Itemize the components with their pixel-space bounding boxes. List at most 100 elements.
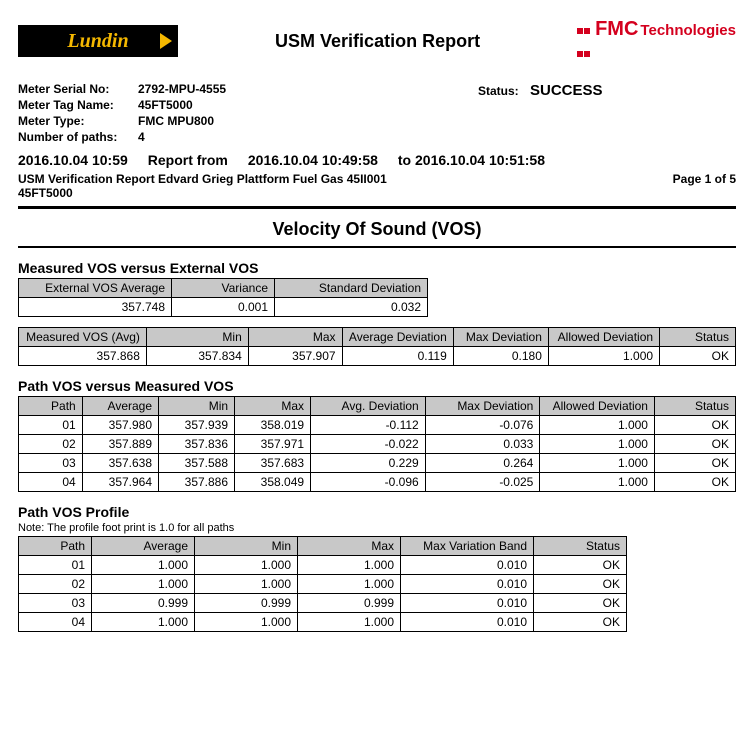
meta-paths-label: Number of paths: <box>18 130 138 144</box>
meta-tag-label: Meter Tag Name: <box>18 98 138 112</box>
table-cell: -0.112 <box>311 416 426 435</box>
table-cell: OK <box>534 613 627 632</box>
table-cell: 1.000 <box>298 613 401 632</box>
status-row: Status: SUCCESS <box>478 82 603 99</box>
table-cell: 358.019 <box>235 416 311 435</box>
report-period-row: 2016.10.04 10:59 Report from 2016.10.04 … <box>18 152 736 168</box>
table-cell: 357.889 <box>82 435 158 454</box>
table-cell: 04 <box>19 473 83 492</box>
meta-type-label: Meter Type: <box>18 114 138 128</box>
table-cell: 0.999 <box>298 594 401 613</box>
table-cell: -0.076 <box>425 416 540 435</box>
table-row: 011.0001.0001.0000.010OK <box>19 556 627 575</box>
table-header: Path <box>19 537 92 556</box>
table-cell: 0.119 <box>342 347 453 366</box>
table-cell: 1.000 <box>195 613 298 632</box>
table-cell: 1.000 <box>195 556 298 575</box>
divider-top <box>18 206 736 209</box>
logo-lundin: Lundin <box>18 25 178 57</box>
table-cell: 357.836 <box>159 435 235 454</box>
table-cell: 0.010 <box>401 556 534 575</box>
table-cell: OK <box>654 454 735 473</box>
table-cell: 0.999 <box>92 594 195 613</box>
meta-block: Meter Serial No: 2792-MPU-4555 Status: S… <box>18 82 736 144</box>
table-cell: 0.032 <box>275 298 428 317</box>
table-cell: 357.868 <box>19 347 147 366</box>
table-header: Max Variation Band <box>401 537 534 556</box>
section3-title: Path VOS Profile <box>18 504 736 520</box>
table-cell: 357.971 <box>235 435 311 454</box>
table-cell: 357.964 <box>82 473 158 492</box>
table-row: 01357.980357.939358.019-0.112-0.0761.000… <box>19 416 736 435</box>
table-header: Allowed Deviation <box>548 328 659 347</box>
subheader-left: USM Verification Report Edvard Grieg Pla… <box>18 172 387 186</box>
table-cell: 1.000 <box>92 613 195 632</box>
table-cell: -0.025 <box>425 473 540 492</box>
page-indicator: Page 1 of 5 <box>673 172 736 186</box>
table-header: Status <box>660 328 736 347</box>
from-value: 2016.10.04 10:49:58 <box>248 152 378 168</box>
table-header: Path <box>19 397 83 416</box>
table-row: 021.0001.0001.0000.010OK <box>19 575 627 594</box>
table-cell: 0.033 <box>425 435 540 454</box>
status-value: SUCCESS <box>530 82 603 99</box>
table-row: 357.868357.834357.9070.1190.1801.000OK <box>19 347 736 366</box>
table-cell: 357.588 <box>159 454 235 473</box>
table-cell: 1.000 <box>540 473 655 492</box>
table-cell: 357.980 <box>82 416 158 435</box>
table-header: Min <box>195 537 298 556</box>
table-header: Average <box>82 397 158 416</box>
logo-lundin-text: Lundin <box>67 30 128 53</box>
divider-under-title <box>18 246 736 248</box>
table-header: Min <box>146 328 248 347</box>
table-header: Min <box>159 397 235 416</box>
table-cell: -0.096 <box>311 473 426 492</box>
table-header: Standard Deviation <box>275 279 428 298</box>
to-value: 2016.10.04 10:51:58 <box>415 152 545 168</box>
table-header: Allowed Deviation <box>540 397 655 416</box>
table-header: Max <box>248 328 342 347</box>
table-cell: 1.000 <box>540 435 655 454</box>
main-section-title: Velocity Of Sound (VOS) <box>18 219 736 240</box>
table-cell: OK <box>660 347 736 366</box>
table-cell: OK <box>654 416 735 435</box>
meta-paths-value: 4 <box>138 130 145 144</box>
table-cell: 1.000 <box>92 575 195 594</box>
table-cell: 01 <box>19 416 83 435</box>
table-cell: 1.000 <box>195 575 298 594</box>
table-cell: 357.683 <box>235 454 311 473</box>
table-header: Status <box>534 537 627 556</box>
table-cell: 357.638 <box>82 454 158 473</box>
table-cell: 1.000 <box>540 454 655 473</box>
table-header: Avg. Deviation <box>311 397 426 416</box>
table-cell: 0.001 <box>172 298 275 317</box>
table-header: Max Deviation <box>453 328 548 347</box>
table-cell: 0.264 <box>425 454 540 473</box>
table-cell: OK <box>534 575 627 594</box>
meta-type-value: FMC MPU800 <box>138 114 214 128</box>
table-row: 030.9990.9990.9990.010OK <box>19 594 627 613</box>
meta-serial-label: Meter Serial No: <box>18 82 138 96</box>
subheader-tag: 45FT5000 <box>18 186 736 200</box>
table-row: 041.0001.0001.0000.010OK <box>19 613 627 632</box>
table-cell: 04 <box>19 613 92 632</box>
meta-tag-value: 45FT5000 <box>138 98 193 112</box>
table-header: Max <box>298 537 401 556</box>
logo-fmc-main: FMC <box>595 18 638 41</box>
table-cell: 0.010 <box>401 575 534 594</box>
table-cell: 1.000 <box>548 347 659 366</box>
report-title: USM Verification Report <box>178 31 577 52</box>
table-cell: OK <box>654 473 735 492</box>
table-cell: 03 <box>19 454 83 473</box>
section3-note: Note: The profile foot print is 1.0 for … <box>18 522 736 534</box>
to-label: to <box>398 152 411 168</box>
table-cell: OK <box>534 556 627 575</box>
section1-title: Measured VOS versus External VOS <box>18 260 736 276</box>
logo-fmc: FMC Technologies <box>577 18 736 64</box>
table-cell: -0.022 <box>311 435 426 454</box>
table-cell: 0.999 <box>195 594 298 613</box>
generated-at: 2016.10.04 10:59 <box>18 152 128 168</box>
table-header: Variance <box>172 279 275 298</box>
table-row: 03357.638357.588357.6830.2290.2641.000OK <box>19 454 736 473</box>
table-cell: 357.907 <box>248 347 342 366</box>
